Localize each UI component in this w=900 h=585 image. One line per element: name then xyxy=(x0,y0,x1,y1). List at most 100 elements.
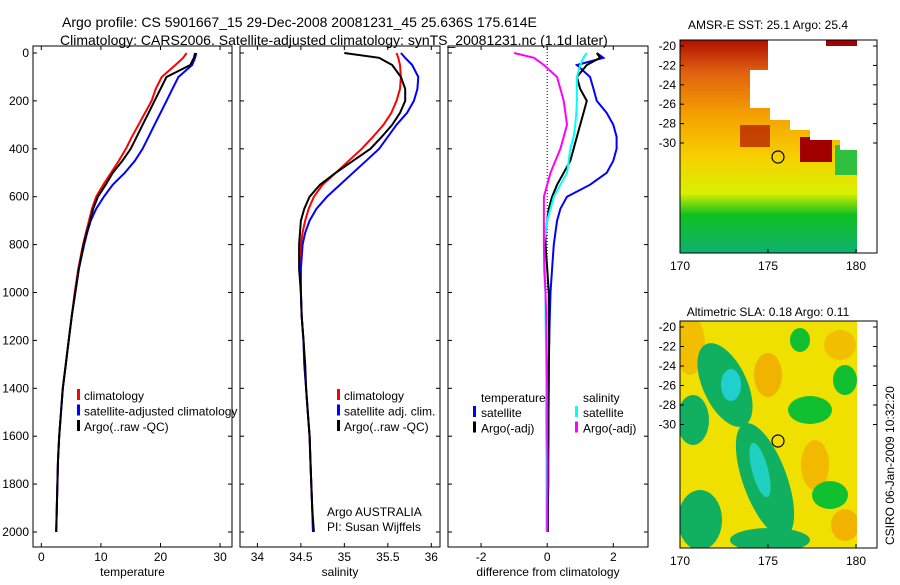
salinity-panel: 34 34.5 35 35.5 36 salinity climatology satelli… xyxy=(239,45,441,579)
sla-high-anomaly xyxy=(824,330,856,360)
difference-plot-frame xyxy=(447,45,649,548)
sla-low-anomaly xyxy=(680,395,709,445)
figure-title-line1: Argo profile: CS 5901667_15 29-Dec-2008 … xyxy=(62,14,537,30)
x-tick-label: 30 xyxy=(213,550,227,564)
legend-label: Argo(..raw -QC) xyxy=(84,420,169,434)
series-line-satellite-adjusted-climatology xyxy=(55,52,198,533)
x-tick-label: 34.5 xyxy=(289,550,313,564)
temperature-plot-frame xyxy=(32,45,233,548)
legend-swatch xyxy=(473,406,476,417)
legend-label: satellite xyxy=(481,406,522,420)
sla-low-anomaly xyxy=(812,481,848,509)
lon-tick-label: 170 xyxy=(670,554,690,568)
lat-tick-label: -20 xyxy=(659,39,677,53)
lon-tick-label: 180 xyxy=(846,259,866,273)
depth-tick-label: 1600 xyxy=(2,429,29,443)
lat-tick-label: -24 xyxy=(659,78,677,92)
argo-position-marker xyxy=(771,434,785,448)
depth-tick-label: 1800 xyxy=(2,477,29,491)
legend-swatch xyxy=(77,420,80,431)
x-tick-label: 35.5 xyxy=(376,550,400,564)
x-tick-label: -2 xyxy=(476,550,487,564)
argo-position-marker xyxy=(771,150,785,164)
x-axis-label: salinity xyxy=(322,565,359,579)
credit-line: Argo AUSTRALIA xyxy=(327,505,422,519)
sst-warm-patch xyxy=(800,137,832,162)
sla-low-anomaly xyxy=(833,365,857,395)
sst-warm-patch xyxy=(740,125,770,147)
lon-tick-label: 170 xyxy=(670,259,690,273)
lat-tick-label: -30 xyxy=(659,136,677,150)
x-tick-label: 10 xyxy=(94,550,108,564)
legend-label: satellite adj. clim. xyxy=(344,405,435,419)
sla-map xyxy=(680,321,857,548)
sla-high-anomaly xyxy=(831,509,857,541)
sst-warm-patch xyxy=(826,40,857,46)
legend-swatch xyxy=(337,389,340,400)
sla-low-anomaly xyxy=(680,490,722,548)
series-line-salinity-argo-adj- xyxy=(513,52,569,532)
x-axis-label: difference from climatology xyxy=(476,565,619,579)
lat-tick-label: -20 xyxy=(659,320,677,334)
x-axis-label: temperature xyxy=(100,565,165,579)
depth-tick-label: 200 xyxy=(9,94,29,108)
lat-tick-label: -28 xyxy=(659,117,677,131)
sla-map-title: Altimetric SLA: 0.18 Argo: 0.11 xyxy=(687,305,850,319)
legend-label: satellite-adjusted climatology xyxy=(84,405,237,419)
legend-label: Argo(-adj) xyxy=(481,422,534,436)
lat-tick-label: -28 xyxy=(659,398,677,412)
x-tick-label: 34 xyxy=(251,550,265,564)
figure-title-line2: Climatology: CARS2006. Satellite-adjuste… xyxy=(60,32,608,48)
depth-tick-label: 1000 xyxy=(2,286,29,300)
legend-swatch xyxy=(575,421,578,433)
legend-label: climatology xyxy=(344,389,404,403)
depth-tick-label: 400 xyxy=(9,142,29,156)
sla-low-anomaly xyxy=(788,396,832,424)
depth-tick-label: 600 xyxy=(9,190,29,204)
sst-missing-data xyxy=(750,40,857,150)
lon-tick-label: 175 xyxy=(758,259,778,273)
salinity-plot-frame xyxy=(239,45,441,548)
legend-label: climatology xyxy=(84,389,144,403)
series-line-satellite-adj-clim- xyxy=(299,52,420,533)
sla-map-axes: 170 175 180 -20 -22 -24 -26 -28 -30 xyxy=(659,320,877,568)
sst-map-title: AMSR-E SST: 25.1 Argo: 25.4 xyxy=(688,18,848,32)
lat-tick-label: -30 xyxy=(659,418,677,432)
legend-swatch xyxy=(473,421,476,433)
x-tick-label: 0 xyxy=(38,550,45,564)
legend-swatch xyxy=(337,420,340,431)
sst-cool-patch xyxy=(835,145,857,175)
x-tick-label: 35 xyxy=(338,550,352,564)
depth-tick-label: 2000 xyxy=(2,525,29,539)
series-line-climatology xyxy=(298,52,402,533)
sla-high-anomaly xyxy=(801,440,829,490)
sla-low-anomaly xyxy=(721,369,741,401)
depth-tick-label: 0 xyxy=(22,46,29,60)
series-line-salinity-satellite xyxy=(542,52,588,532)
footer-stamp: CSIRO 06-Jan-2009 10:32:20 xyxy=(883,386,897,545)
lat-tick-label: -26 xyxy=(659,97,677,111)
depth-tick-label: 800 xyxy=(9,238,29,252)
series-line-argo-raw-qc- xyxy=(55,52,197,533)
lon-tick-label: 175 xyxy=(758,554,778,568)
legend-label: Argo(-adj) xyxy=(583,422,636,436)
lat-tick-label: -24 xyxy=(659,359,677,373)
legend-label: satellite xyxy=(583,406,624,420)
legend-swatch xyxy=(77,404,80,416)
sla-low-anomaly xyxy=(730,528,810,548)
sst-map-axes: 170 175 180 -20 -22 -24 -26 -28 -30 xyxy=(659,39,877,273)
sla-low-anomaly xyxy=(790,328,810,352)
series-line-temperature-argo-adj- xyxy=(544,52,602,532)
sla-map-frame xyxy=(679,320,878,549)
series-line-temperature-satellite xyxy=(546,52,618,532)
x-tick-label: 36 xyxy=(425,550,439,564)
lon-tick-label: 180 xyxy=(846,554,866,568)
temperature-panel: 0 200 400 600 800 1000 1200 1400 1600 1800 2000 0 10… xyxy=(2,45,237,579)
legend-heading: salinity xyxy=(583,391,620,405)
depth-tick-label: 1400 xyxy=(2,381,29,395)
credit-line: PI: Susan Wijffels xyxy=(327,520,421,534)
x-tick-label: 20 xyxy=(154,550,168,564)
